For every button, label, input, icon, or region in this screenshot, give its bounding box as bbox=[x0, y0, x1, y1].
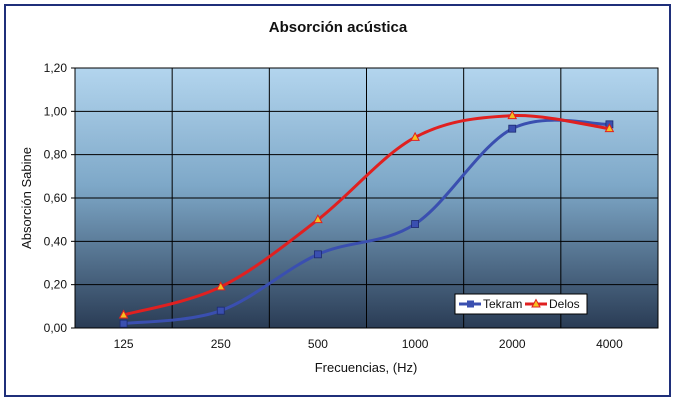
data-point-tekram bbox=[314, 250, 322, 259]
legend-marker-delos bbox=[531, 298, 541, 308]
legend-marker-tekram bbox=[467, 300, 474, 308]
data-point-tekram bbox=[216, 306, 225, 315]
data-point-delos bbox=[604, 123, 615, 133]
data-point-delos bbox=[410, 131, 420, 141]
x-axis-ticks: 125 250 500 1000 2000 4000 bbox=[114, 337, 624, 351]
data-point-delos bbox=[313, 214, 323, 224]
legend-box bbox=[454, 293, 588, 315]
y-tick-label: 1,20 bbox=[44, 61, 68, 75]
y-tick-label: 1,00 bbox=[44, 104, 68, 118]
y-tick-label: 0,40 bbox=[44, 234, 68, 248]
legend-label-tekram: Tekram bbox=[483, 297, 522, 311]
data-point-delos bbox=[215, 281, 226, 291]
x-tick-label: 125 bbox=[114, 337, 134, 351]
x-tick-label: 2000 bbox=[499, 337, 526, 351]
y-tick-label: 0,00 bbox=[44, 321, 68, 335]
y-tick-label: 0,80 bbox=[44, 148, 68, 162]
legend: Tekram Delos bbox=[454, 293, 588, 315]
legend-label-delos: Delos bbox=[549, 297, 580, 311]
x-tick-label: 250 bbox=[211, 337, 231, 351]
x-tick-label: 1000 bbox=[402, 337, 429, 351]
y-axis-ticks: 0,00 0,20 0,40 0,60 0,80 1,00 1,20 bbox=[44, 61, 75, 335]
y-tick-label: 0,20 bbox=[44, 278, 68, 292]
series-group bbox=[118, 110, 615, 328]
x-tick-label: 500 bbox=[308, 337, 328, 351]
x-axis-label: Frecuencias, (Hz) bbox=[315, 360, 418, 375]
y-tick-label: 0,60 bbox=[44, 191, 68, 205]
data-point-tekram bbox=[411, 220, 419, 228]
data-point-tekram bbox=[119, 319, 128, 328]
y-axis-label: Absorción Sabine bbox=[19, 147, 34, 249]
data-point-delos bbox=[507, 110, 518, 120]
x-tick-label: 4000 bbox=[596, 337, 623, 351]
chart-title: Absorción acústica bbox=[269, 19, 408, 36]
data-point-tekram bbox=[508, 124, 517, 133]
data-point-delos bbox=[118, 309, 129, 319]
